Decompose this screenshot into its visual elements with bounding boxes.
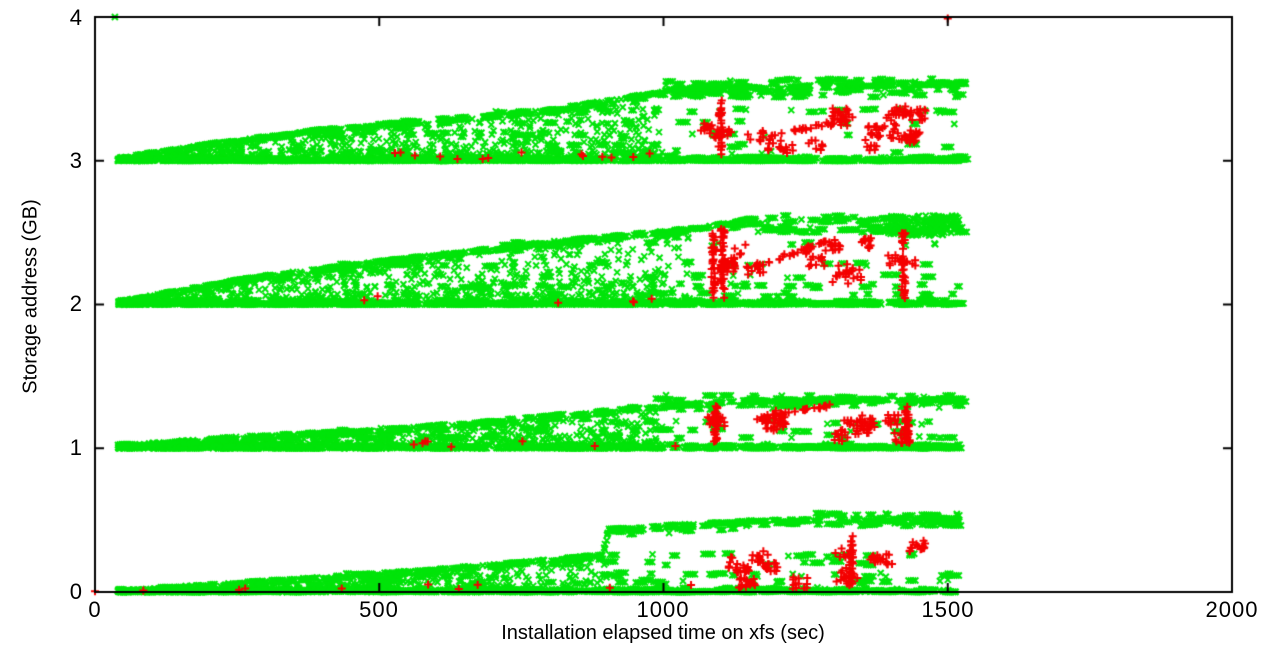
y-tick-label-4: 4 xyxy=(69,5,82,30)
x-tick-label-500: 500 xyxy=(359,597,399,622)
y-tick-label-3: 3 xyxy=(69,148,82,173)
x-axis-label: Installation elapsed time on xfs (sec) xyxy=(501,622,825,644)
y-tick-label-0: 0 xyxy=(69,579,82,604)
x-tick-label-0: 0 xyxy=(88,597,102,622)
y-tick-label-1: 1 xyxy=(69,435,82,460)
x-tick-label-1000: 1000 xyxy=(636,597,690,622)
y-tick-label-2: 2 xyxy=(69,291,82,316)
x-tick-label-1500: 1500 xyxy=(921,597,975,622)
x-tick-label-2000: 2000 xyxy=(1205,597,1259,622)
